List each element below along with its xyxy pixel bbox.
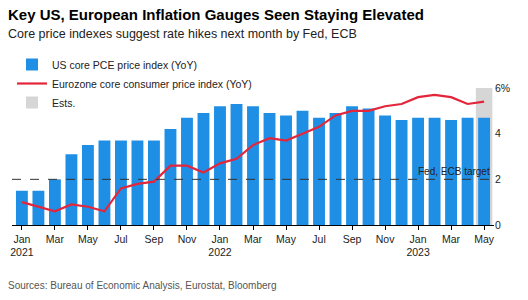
svg-text:Ests.: Ests. — [52, 97, 75, 109]
svg-text:Jan2022: Jan2022 — [208, 233, 232, 259]
svg-text:Jan2021: Jan2021 — [10, 233, 34, 259]
svg-text:Jul: Jul — [114, 233, 127, 245]
svg-text:May: May — [78, 233, 99, 245]
svg-text:Jan2023: Jan2023 — [406, 233, 430, 259]
svg-text:Core price indexes suggest rat: Core price indexes suggest rate hikes ne… — [8, 27, 357, 41]
svg-text:US core PCE price index (YoY): US core PCE price index (YoY) — [52, 59, 197, 71]
svg-text:May: May — [276, 233, 297, 245]
svg-text:Nov: Nov — [376, 233, 395, 245]
svg-text:Sep: Sep — [343, 233, 362, 245]
svg-text:Mar: Mar — [46, 233, 65, 245]
svg-text:Mar: Mar — [244, 233, 263, 245]
svg-text:Mar: Mar — [442, 233, 461, 245]
svg-text:6%: 6% — [495, 82, 510, 94]
svg-text:Nov: Nov — [178, 233, 197, 245]
svg-text:Jul: Jul — [312, 233, 325, 245]
svg-text:Eurozone core consumer price i: Eurozone core consumer price index (YoY) — [52, 78, 252, 90]
svg-text:Sources: Bureau of Economic An: Sources: Bureau of Economic Analysis, Eu… — [8, 280, 276, 291]
svg-text:Fed, ECB target: Fed, ECB target — [418, 166, 490, 177]
svg-text:4: 4 — [495, 127, 501, 139]
svg-text:Sep: Sep — [145, 233, 164, 245]
svg-text:Key US, European Inflation Gau: Key US, European Inflation Gauges Seen S… — [8, 6, 424, 23]
svg-text:2: 2 — [495, 173, 501, 185]
svg-text:0: 0 — [495, 219, 501, 231]
svg-text:May: May — [474, 233, 495, 245]
